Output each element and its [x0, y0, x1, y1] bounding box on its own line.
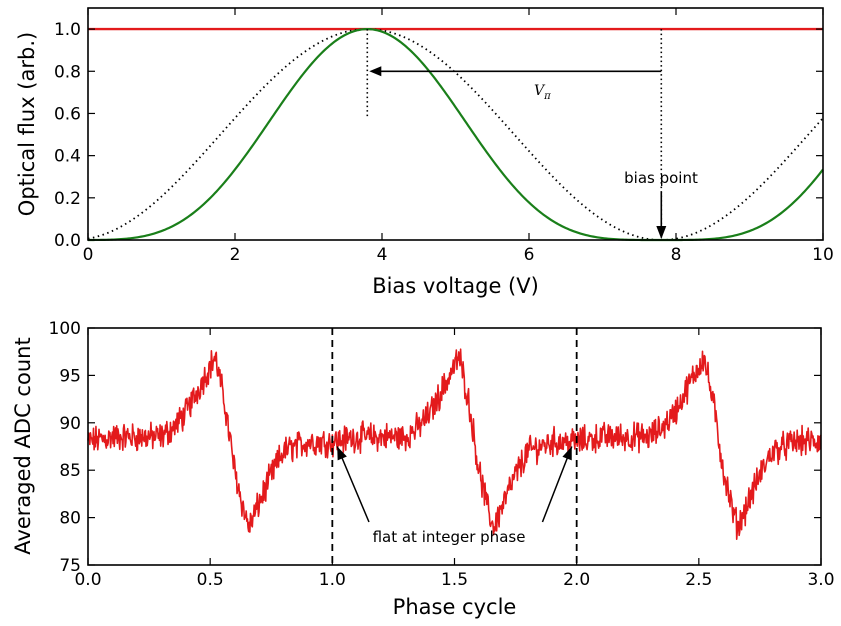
top-x-tick-label: 6: [524, 245, 535, 265]
top-y-tick-label: 0.8: [54, 62, 81, 82]
bottom-y-tick-label: 75: [59, 556, 81, 576]
bottom-x-tick-label: 3.0: [807, 570, 834, 590]
bottom-x-tick-label: 0.5: [197, 570, 224, 590]
bottom-x-tick-label: 1.0: [319, 570, 346, 590]
bottom-y-tick-label: 95: [59, 366, 81, 386]
bottom-x-tick-label: 2.5: [685, 570, 712, 590]
bottom-plot-area: [87, 328, 822, 565]
vpi-label: Vπ: [534, 83, 551, 102]
adc-signal-line: [87, 348, 822, 541]
top-y-tick-label: 0.0: [54, 231, 81, 251]
vpi-arrow-head: [369, 66, 382, 77]
integer-phase-arrow-right-shaft: [541, 446, 573, 523]
top-x-tick-label: 10: [812, 245, 834, 265]
bias-point-label: bias point: [624, 169, 698, 187]
top-x-tick-label: 2: [230, 245, 241, 265]
bottom-y-tick-label: 100: [49, 319, 81, 339]
top-plot-area: [87, 27, 824, 242]
bottom-y-tick-label: 85: [59, 461, 81, 481]
bottom-y-tick-label: 90: [59, 414, 81, 434]
bottom-x-axis-label: Phase cycle: [393, 595, 517, 619]
bottom-x-tick-label: 0.0: [74, 570, 101, 590]
dotted-black-curve: [87, 28, 824, 241]
top-y-tick-label: 0.4: [54, 147, 81, 167]
bottom-y-axis-label: Averaged ADC count: [11, 337, 35, 554]
bottom-x-tick-label: 2.0: [563, 570, 590, 590]
integer-phase-arrow-left-shaft: [336, 446, 370, 523]
top-annotations: Vπ bias point: [534, 83, 698, 187]
top-y-axis-label: Optical flux (arb.): [15, 32, 39, 216]
top-x-axis-label: Bias voltage (V): [372, 274, 539, 298]
bottom-x-tick-label: 1.5: [441, 570, 468, 590]
integer-phase-label: flat at integer phase: [373, 528, 526, 546]
top-x-tick-label: 0: [83, 245, 94, 265]
bottom-y-tick-label: 80: [59, 509, 81, 529]
bottom-ticks: 0.0 0.5 1.0 1.5 2.0 2.5 3.0 75 80 85 90 95 100: [49, 319, 835, 590]
green-curve: [88, 27, 824, 242]
bottom-annotations: flat at integer phase: [373, 528, 526, 546]
top-panel: 0 2 4 6 8 10 0.0 0.2 0.4 0.6 0.8 1.0 Bias voltage (…: [15, 7, 834, 298]
top-y-tick-label: 1.0: [54, 20, 81, 40]
top-y-tick-label: 0.2: [54, 189, 81, 209]
bias-arrow-head: [656, 226, 667, 239]
integer-phase-arrow-left-head: [337, 446, 347, 461]
top-x-tick-label: 4: [377, 245, 388, 265]
vpi-label-main: V: [534, 83, 546, 99]
bottom-panel: 0.0 0.5 1.0 1.5 2.0 2.5 3.0 75 80 85 90 95 100 Phase…: [11, 319, 835, 619]
top-y-tick-label: 0.6: [54, 104, 81, 124]
vpi-label-subscript: π: [543, 91, 551, 102]
top-ticks: 0 2 4 6 8 10 0.0 0.2 0.4 0.6 0.8 1.0: [54, 8, 834, 265]
bottom-axes-frame: [87, 327, 822, 566]
top-x-tick-label: 8: [671, 245, 682, 265]
top-axes-frame: [87, 7, 824, 241]
integer-phase-arrow-right-head: [562, 446, 572, 461]
